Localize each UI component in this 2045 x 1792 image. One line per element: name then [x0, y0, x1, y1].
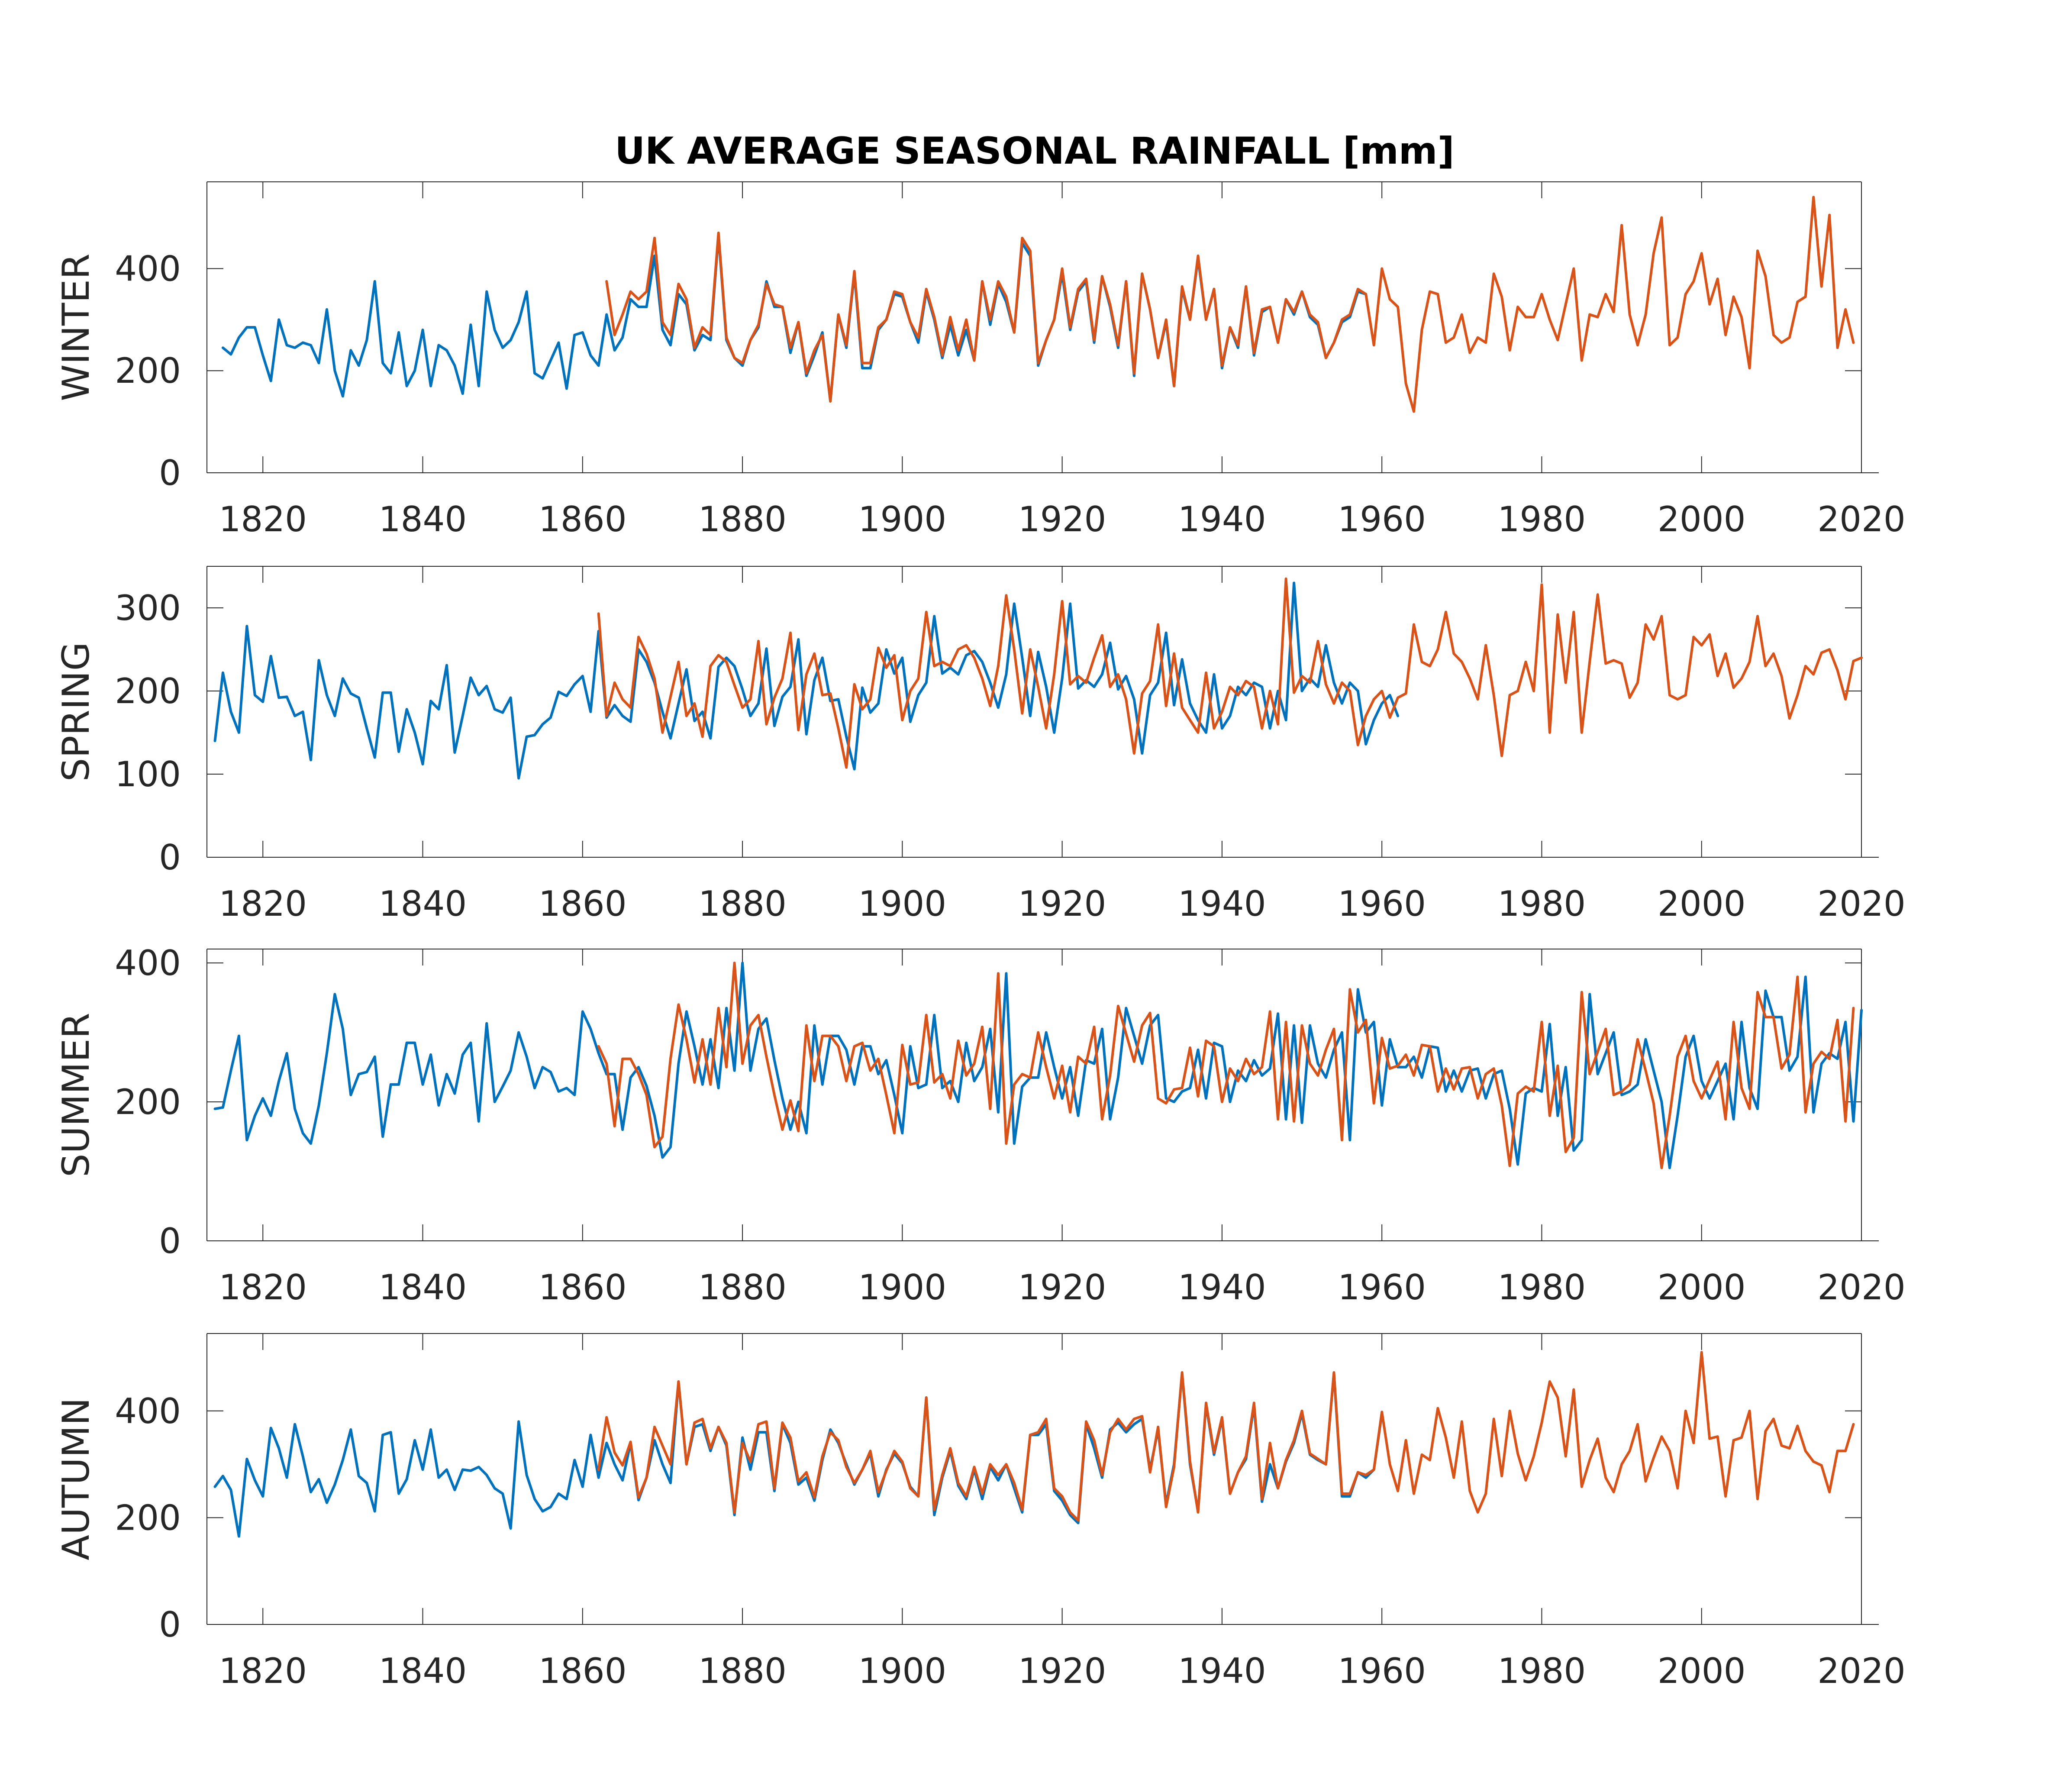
x-tick-label: 1920 [1018, 1651, 1106, 1691]
series-line-1 [213, 1372, 1384, 1538]
y-axis-label: SUMMER [55, 1013, 98, 1177]
x-tick-label: 1820 [219, 1267, 307, 1308]
y-axis-label: SPRING [55, 642, 98, 782]
y-tick-label: 0 [159, 453, 181, 493]
x-tick-label: 2000 [1658, 1651, 1746, 1691]
x-tick-label: 1980 [1498, 1651, 1586, 1691]
y-tick-label: 400 [115, 1391, 181, 1431]
x-tick-label: 1920 [1018, 499, 1106, 539]
x-tick-label: 1980 [1498, 1267, 1586, 1308]
panels: 1820 1840 1860 1880 1900 1920 1940 1960 1980 2000… [55, 181, 1906, 1691]
x-tick-label: 1920 [1018, 1267, 1106, 1308]
x-tick-label: 1980 [1498, 884, 1586, 924]
y-tick-label: 0 [159, 1605, 181, 1645]
x-tick-label: 1860 [539, 884, 627, 924]
y-tick-label: 400 [115, 249, 181, 289]
y-axis-label: AUTUMN [55, 1398, 98, 1560]
x-tick-label: 1820 [219, 499, 307, 539]
y-tick-label: 200 [115, 351, 181, 391]
x-tick-label: 1940 [1178, 1651, 1266, 1691]
series-line-1 [213, 581, 1400, 780]
series-line-1 [213, 962, 1863, 1169]
x-tick-label: 1840 [379, 1651, 467, 1691]
y-tick-label: 400 [115, 943, 181, 983]
x-tick-label: 1960 [1338, 884, 1426, 924]
x-tick-label: 1900 [858, 1651, 947, 1691]
x-tick-label: 1860 [539, 1267, 627, 1308]
series-line-2 [605, 196, 1855, 413]
y-tick-label: 0 [159, 837, 181, 878]
x-tick-label: 1900 [858, 884, 947, 924]
chart-title: UK AVERAGE SEASONAL RAINFALL [mm] [615, 129, 1455, 173]
x-tick-label: 1960 [1338, 1651, 1426, 1691]
panel-spring: 1820 1840 1860 1880 1900 1920 1940 1960 1980 2000… [55, 566, 1906, 924]
x-tick-label: 1900 [858, 1267, 947, 1308]
x-tick-label: 1960 [1338, 1267, 1426, 1308]
y-tick-label: 0 [159, 1221, 181, 1261]
x-tick-label: 2020 [1817, 1267, 1906, 1308]
x-tick-label: 1980 [1498, 499, 1586, 539]
x-tick-label: 1880 [698, 1267, 787, 1308]
series-line-2 [597, 577, 1863, 769]
series-line-2 [597, 1351, 1855, 1522]
x-tick-label: 1880 [698, 884, 787, 924]
y-tick-label: 200 [115, 1498, 181, 1538]
x-tick-label: 2000 [1658, 1267, 1746, 1308]
x-tick-label: 1840 [379, 499, 467, 539]
x-tick-label: 1920 [1018, 884, 1106, 924]
x-tick-label: 1960 [1338, 499, 1426, 539]
y-tick-label: 300 [115, 588, 181, 628]
x-tick-label: 1940 [1178, 1267, 1266, 1308]
x-tick-label: 1840 [379, 884, 467, 924]
x-tick-label: 1880 [698, 499, 787, 539]
x-tick-label: 1940 [1178, 499, 1266, 539]
y-tick-label: 200 [115, 1082, 181, 1122]
x-tick-label: 2000 [1658, 499, 1746, 539]
x-tick-label: 2000 [1658, 884, 1746, 924]
panel-summer: 1820 1840 1860 1880 1900 1920 1940 1960 1980 2000… [55, 943, 1906, 1308]
x-tick-label: 1860 [539, 1651, 627, 1691]
panel-autumn: 1820 1840 1860 1880 1900 1920 1940 1960 1980 2000… [55, 1333, 1906, 1691]
x-tick-label: 1900 [858, 499, 947, 539]
x-tick-label: 1940 [1178, 884, 1266, 924]
series-line-1 [221, 234, 1368, 403]
x-tick-label: 1820 [219, 884, 307, 924]
x-tick-label: 1880 [698, 1651, 787, 1691]
y-tick-label: 100 [115, 754, 181, 794]
x-tick-label: 2020 [1817, 1651, 1906, 1691]
y-axis-label: WINTER [55, 253, 98, 401]
x-tick-label: 1840 [379, 1267, 467, 1308]
x-tick-label: 1820 [219, 1651, 307, 1691]
panel-winter: 1820 1840 1860 1880 1900 1920 1940 1960 1980 2000… [55, 181, 1906, 539]
x-tick-label: 2020 [1817, 499, 1906, 539]
x-tick-label: 1860 [539, 499, 627, 539]
x-tick-label: 2020 [1817, 884, 1906, 924]
series-line-2 [597, 962, 1855, 1169]
y-tick-label: 200 [115, 671, 181, 711]
